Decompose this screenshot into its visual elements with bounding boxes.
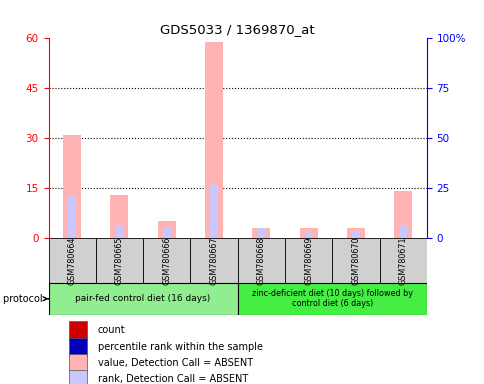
- Bar: [110, 195, 128, 238]
- Bar: [237, 283, 426, 315]
- Bar: [237, 238, 285, 283]
- Bar: [257, 228, 265, 238]
- Text: count: count: [98, 326, 125, 336]
- Bar: [143, 238, 190, 283]
- Bar: [69, 370, 87, 384]
- Bar: [332, 238, 378, 283]
- Bar: [69, 338, 87, 356]
- Text: value, Detection Call = ABSENT: value, Detection Call = ABSENT: [98, 358, 253, 368]
- Text: rank, Detection Call = ABSENT: rank, Detection Call = ABSENT: [98, 374, 248, 384]
- Bar: [157, 222, 175, 238]
- Bar: [48, 283, 237, 315]
- Bar: [252, 228, 270, 238]
- Bar: [210, 185, 217, 238]
- Bar: [69, 354, 87, 372]
- Text: GSM780665: GSM780665: [115, 236, 124, 285]
- Bar: [393, 192, 411, 238]
- Bar: [205, 42, 223, 238]
- Bar: [95, 238, 143, 283]
- Bar: [63, 135, 81, 238]
- Text: GSM780671: GSM780671: [398, 236, 407, 285]
- Bar: [351, 232, 359, 238]
- Text: percentile rank within the sample: percentile rank within the sample: [98, 342, 262, 352]
- Text: GSM780668: GSM780668: [256, 236, 265, 285]
- Bar: [304, 232, 312, 238]
- Text: growth protocol: growth protocol: [0, 294, 48, 304]
- Bar: [163, 228, 170, 238]
- Bar: [69, 321, 87, 339]
- Bar: [115, 225, 123, 238]
- Bar: [299, 228, 317, 238]
- Bar: [68, 195, 76, 238]
- Text: GSM780664: GSM780664: [67, 236, 76, 285]
- Text: GSM780667: GSM780667: [209, 236, 218, 285]
- Text: pair-fed control diet (16 days): pair-fed control diet (16 days): [76, 294, 210, 303]
- Text: GSM780666: GSM780666: [162, 236, 171, 285]
- Text: GSM780669: GSM780669: [303, 236, 313, 285]
- Bar: [285, 238, 332, 283]
- Title: GDS5033 / 1369870_at: GDS5033 / 1369870_at: [160, 23, 314, 36]
- Bar: [378, 238, 426, 283]
- Text: zinc-deficient diet (10 days) followed by
control diet (6 days): zinc-deficient diet (10 days) followed b…: [251, 289, 412, 308]
- Bar: [346, 228, 364, 238]
- Bar: [48, 238, 95, 283]
- Bar: [190, 238, 237, 283]
- Bar: [398, 225, 406, 238]
- Text: GSM780670: GSM780670: [350, 236, 360, 285]
